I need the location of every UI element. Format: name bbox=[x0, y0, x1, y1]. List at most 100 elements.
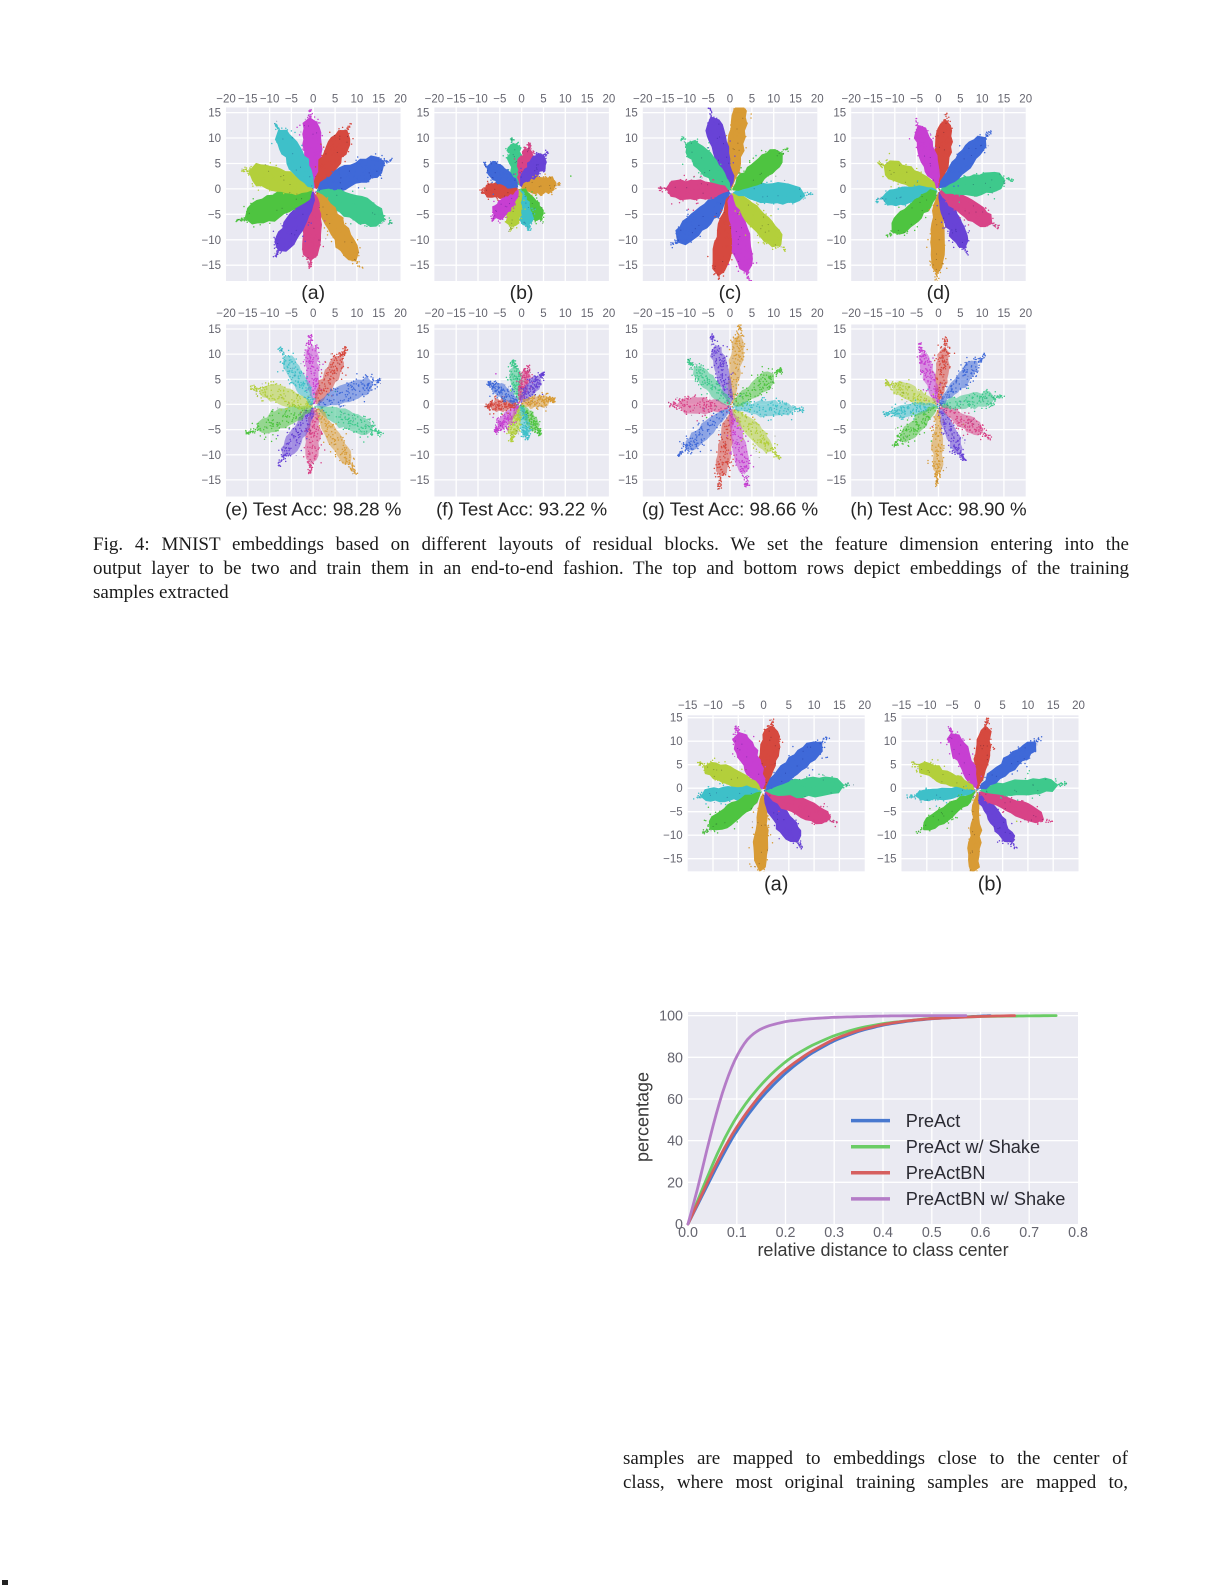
svg-text:relative distance to class cen: relative distance to class center bbox=[757, 1240, 1008, 1260]
svg-text:5: 5 bbox=[749, 308, 755, 320]
svg-text:15: 15 bbox=[1047, 700, 1060, 712]
svg-text:−10: −10 bbox=[410, 450, 430, 462]
svg-text:PreActBN w/ Shake: PreActBN w/ Shake bbox=[906, 1189, 1066, 1209]
svg-text:−5: −5 bbox=[670, 807, 683, 819]
svg-text:−10: −10 bbox=[260, 308, 280, 320]
svg-text:5: 5 bbox=[631, 159, 637, 171]
svg-text:PreActBN: PreActBN bbox=[906, 1163, 986, 1183]
svg-text:10: 10 bbox=[208, 349, 221, 361]
svg-text:−10: −10 bbox=[677, 94, 697, 106]
svg-text:−5: −5 bbox=[833, 209, 846, 221]
svg-text:−5: −5 bbox=[208, 209, 221, 221]
svg-text:(c): (c) bbox=[719, 282, 742, 304]
svg-text:−5: −5 bbox=[493, 308, 506, 320]
svg-text:20: 20 bbox=[1019, 94, 1032, 106]
svg-text:(b): (b) bbox=[510, 282, 534, 304]
svg-text:−10: −10 bbox=[468, 308, 488, 320]
svg-text:5: 5 bbox=[840, 374, 846, 386]
svg-text:10: 10 bbox=[351, 94, 364, 106]
svg-text:15: 15 bbox=[208, 324, 221, 336]
svg-text:15: 15 bbox=[208, 108, 221, 120]
svg-text:0: 0 bbox=[518, 94, 524, 106]
svg-text:10: 10 bbox=[884, 736, 897, 748]
svg-text:10: 10 bbox=[208, 133, 221, 145]
svg-text:(a): (a) bbox=[301, 282, 325, 304]
svg-text:0.2: 0.2 bbox=[776, 1225, 796, 1241]
svg-text:−5: −5 bbox=[910, 94, 923, 106]
svg-text:10: 10 bbox=[351, 308, 364, 320]
svg-text:−15: −15 bbox=[446, 94, 466, 106]
svg-text:−5: −5 bbox=[416, 425, 429, 437]
svg-text:40: 40 bbox=[667, 1134, 683, 1150]
svg-text:−10: −10 bbox=[260, 94, 280, 106]
svg-text:−15: −15 bbox=[863, 94, 883, 106]
svg-text:(h) Test Acc: 98.90 %: (h) Test Acc: 98.90 % bbox=[850, 499, 1026, 520]
svg-text:20: 20 bbox=[667, 1175, 683, 1191]
svg-text:−15: −15 bbox=[618, 475, 638, 487]
svg-text:15: 15 bbox=[417, 108, 430, 120]
svg-text:0: 0 bbox=[840, 184, 846, 196]
svg-text:5: 5 bbox=[957, 94, 963, 106]
svg-text:−5: −5 bbox=[625, 209, 638, 221]
svg-text:15: 15 bbox=[581, 308, 594, 320]
svg-text:20: 20 bbox=[603, 308, 616, 320]
svg-text:0.6: 0.6 bbox=[971, 1225, 991, 1241]
svg-text:0: 0 bbox=[518, 308, 524, 320]
svg-text:0.3: 0.3 bbox=[824, 1225, 844, 1241]
svg-text:−5: −5 bbox=[285, 308, 298, 320]
svg-text:−5: −5 bbox=[946, 700, 959, 712]
svg-text:10: 10 bbox=[1022, 700, 1035, 712]
svg-text:15: 15 bbox=[670, 713, 683, 725]
svg-text:(b): (b) bbox=[978, 874, 1002, 896]
svg-text:−20: −20 bbox=[633, 308, 653, 320]
svg-text:20: 20 bbox=[811, 308, 824, 320]
svg-text:20: 20 bbox=[858, 700, 871, 712]
svg-text:−5: −5 bbox=[285, 94, 298, 106]
svg-text:−10: −10 bbox=[703, 700, 723, 712]
svg-text:−15: −15 bbox=[618, 260, 638, 272]
svg-text:0: 0 bbox=[935, 94, 941, 106]
svg-text:0: 0 bbox=[215, 184, 221, 196]
svg-text:10: 10 bbox=[767, 94, 780, 106]
svg-text:−5: −5 bbox=[910, 308, 923, 320]
svg-text:(f) Test Acc: 93.22 %: (f) Test Acc: 93.22 % bbox=[436, 499, 607, 520]
svg-text:5: 5 bbox=[332, 94, 338, 106]
svg-text:10: 10 bbox=[625, 133, 638, 145]
svg-text:0.4: 0.4 bbox=[873, 1225, 893, 1241]
svg-text:10: 10 bbox=[417, 349, 430, 361]
svg-text:−5: −5 bbox=[208, 425, 221, 437]
svg-text:−5: −5 bbox=[625, 425, 638, 437]
svg-text:−10: −10 bbox=[618, 450, 638, 462]
svg-text:10: 10 bbox=[417, 133, 430, 145]
svg-text:−10: −10 bbox=[877, 830, 897, 842]
svg-text:10: 10 bbox=[833, 349, 846, 361]
svg-text:0: 0 bbox=[935, 308, 941, 320]
svg-text:5: 5 bbox=[786, 700, 792, 712]
svg-text:(a): (a) bbox=[764, 874, 788, 896]
svg-text:10: 10 bbox=[976, 94, 989, 106]
svg-text:80: 80 bbox=[667, 1050, 683, 1066]
svg-text:−10: −10 bbox=[468, 94, 488, 106]
svg-text:5: 5 bbox=[423, 159, 429, 171]
svg-text:5: 5 bbox=[332, 308, 338, 320]
svg-text:60: 60 bbox=[667, 1092, 683, 1108]
svg-text:−15: −15 bbox=[663, 854, 683, 866]
svg-text:(g) Test Acc: 98.66 %: (g) Test Acc: 98.66 % bbox=[642, 499, 818, 520]
svg-text:10: 10 bbox=[976, 308, 989, 320]
svg-text:(e) Test Acc: 98.28 %: (e) Test Acc: 98.28 % bbox=[225, 499, 401, 520]
svg-text:5: 5 bbox=[676, 760, 682, 772]
svg-text:0.0: 0.0 bbox=[678, 1225, 698, 1241]
svg-text:15: 15 bbox=[372, 94, 385, 106]
svg-text:5: 5 bbox=[749, 94, 755, 106]
svg-text:−10: −10 bbox=[410, 235, 430, 247]
svg-text:0: 0 bbox=[423, 399, 429, 411]
svg-text:20: 20 bbox=[1019, 308, 1032, 320]
svg-text:0: 0 bbox=[727, 94, 733, 106]
svg-text:5: 5 bbox=[423, 374, 429, 386]
svg-text:−20: −20 bbox=[216, 308, 236, 320]
svg-text:−10: −10 bbox=[885, 94, 905, 106]
svg-text:−5: −5 bbox=[732, 700, 745, 712]
svg-text:−10: −10 bbox=[618, 235, 638, 247]
svg-text:−5: −5 bbox=[702, 94, 715, 106]
svg-text:−15: −15 bbox=[827, 475, 847, 487]
